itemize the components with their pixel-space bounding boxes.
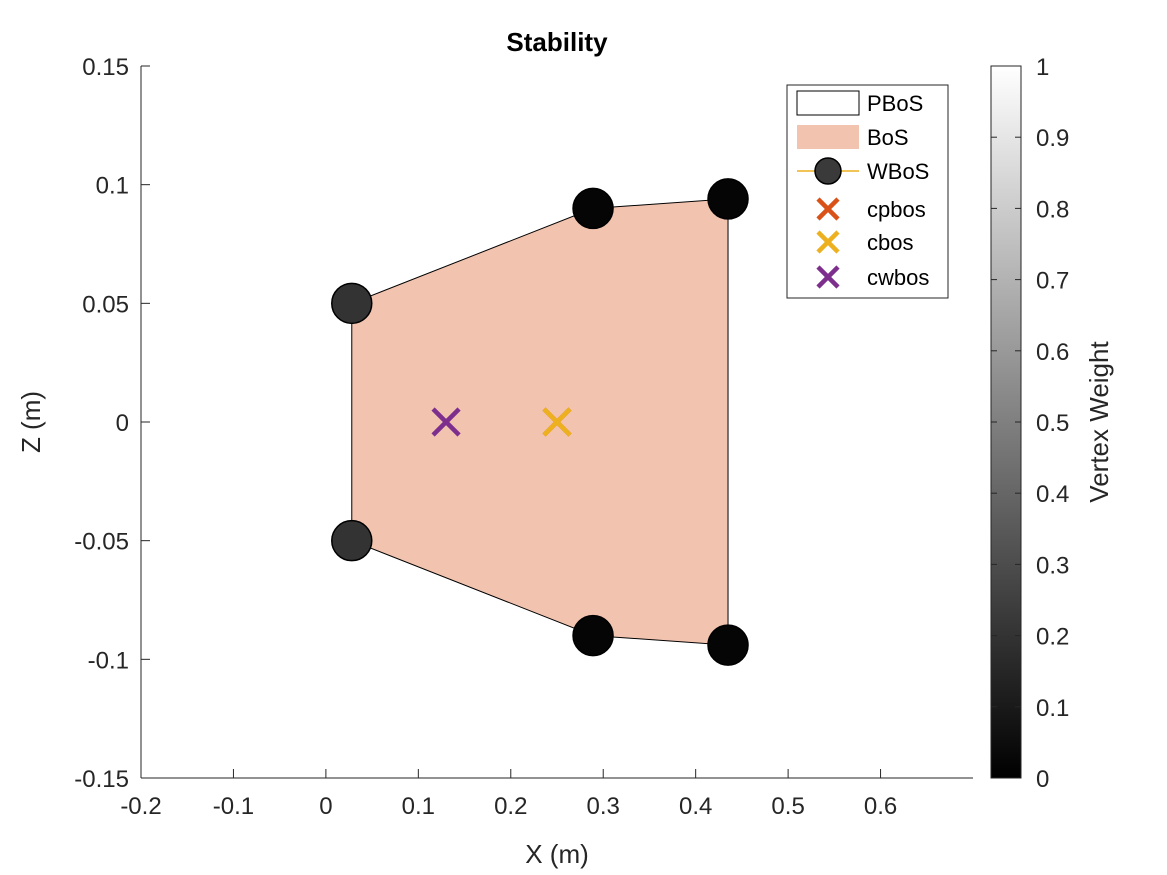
legend-box	[786, 84, 949, 299]
legend-cwbos-swatch	[816, 265, 840, 289]
y-tick-label: 0.15	[82, 54, 129, 81]
legend-wbos-swatch	[797, 157, 859, 185]
colorbar-tick-label: 0.7	[1036, 268, 1069, 295]
y-tick-label: 0	[116, 410, 129, 437]
colorbar-tick-label: 0	[1036, 766, 1049, 793]
marker-layer	[331, 178, 749, 666]
colorbar-ticks: 0 0.1 0.2 0.3 0.4 0.5 0.6 0.7 0.8 0.9 1	[991, 54, 1069, 793]
x-ticks: -0.2 -0.1 0 0.1 0.2 0.3 0.4 0.5 0.6	[120, 769, 897, 820]
x-tick-label: 0	[319, 793, 332, 820]
y-tick-label: -0.15	[74, 766, 129, 793]
x-tick-label: -0.1	[213, 793, 254, 820]
wbos-vertex-point	[572, 187, 614, 230]
x-axis-label: X (m)	[525, 839, 589, 869]
y-ticks: -0.15 -0.1 -0.05 0 0.05 0.1 0.15	[74, 54, 150, 793]
colorbar-tick-label: 0.4	[1036, 481, 1069, 508]
x-tick-label: 0.2	[494, 793, 527, 820]
wbos-vertex-point	[707, 624, 749, 666]
legend-cbos-swatch	[816, 230, 840, 254]
colorbar-tick-label: 0.1	[1036, 695, 1069, 722]
colorbar-tick-label: 0.8	[1036, 196, 1069, 223]
legend-pbos-swatch	[796, 90, 860, 116]
cbos-marker	[542, 407, 572, 437]
legend-label: cbos	[867, 230, 913, 255]
bos-polygon	[351, 198, 729, 646]
colorbar-tick-label: 0.3	[1036, 552, 1069, 579]
colorbar-tick-label: 0.9	[1036, 125, 1069, 152]
legend-cpbos-swatch	[816, 197, 840, 221]
y-tick-label: -0.05	[74, 529, 129, 556]
wbos-vertex-point	[331, 282, 373, 325]
colorbar: 0 0.1 0.2 0.3 0.4 0.5 0.6 0.7 0.8 0.9 1 Vertex Wei…	[990, 54, 1114, 793]
wbos-vertex-point	[331, 519, 373, 562]
legend-label: cwbos	[867, 265, 929, 290]
cwbos-marker	[431, 407, 461, 437]
legend-label: PBoS	[867, 91, 923, 116]
colorbar-tick-label: 0.5	[1036, 410, 1069, 437]
x-tick-label: 0.1	[402, 793, 435, 820]
legend-label: WBoS	[867, 159, 929, 184]
y-tick-label: 0.05	[82, 291, 129, 318]
x-tick-label: 0.6	[864, 793, 897, 820]
y-tick-label: -0.1	[88, 647, 129, 674]
legend-label: cpbos	[867, 197, 926, 222]
wbos-vertex-point	[572, 614, 614, 657]
legend: PBoS BoS WBoS cpbos cbos cwbos	[786, 84, 949, 299]
wbos-vertex-point	[707, 178, 749, 220]
colorbar-label: Vertex Weight	[1084, 341, 1114, 503]
colorbar-tick-label: 0.2	[1036, 624, 1069, 651]
x-tick-label: 0.3	[587, 793, 620, 820]
y-tick-label: 0.1	[96, 173, 129, 200]
legend-bos-swatch	[797, 125, 859, 149]
legend-label: BoS	[867, 125, 909, 150]
colorbar-tick-label: 0.6	[1036, 339, 1069, 366]
chart-title: Stability	[506, 27, 608, 57]
x-tick-label: 0.4	[679, 793, 712, 820]
y-axis-label: Z (m)	[16, 391, 46, 453]
x-tick-label: 0.5	[771, 793, 804, 820]
colorbar-tick-label: 1	[1036, 54, 1049, 81]
x-tick-label: -0.2	[120, 793, 161, 820]
